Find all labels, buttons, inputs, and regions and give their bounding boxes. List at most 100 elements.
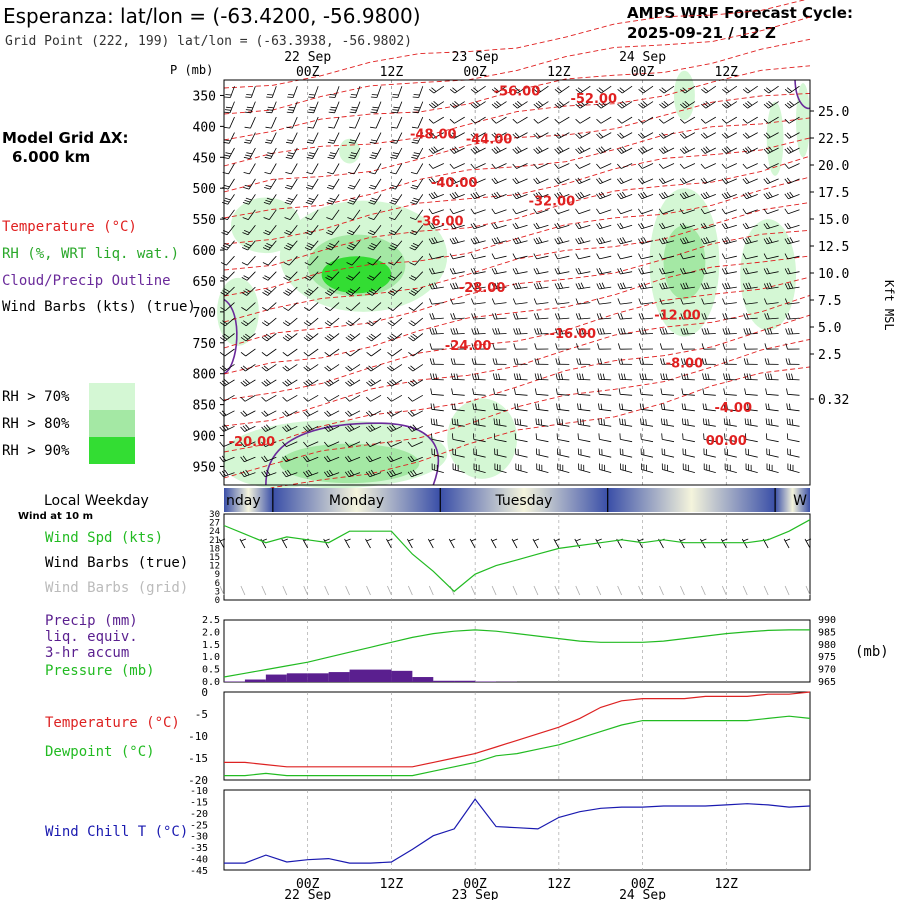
wind-barb (324, 410, 340, 417)
wind-barb (535, 403, 549, 412)
wind-barb (701, 328, 716, 335)
wind-barb (659, 282, 675, 290)
wind-barb (429, 282, 444, 290)
wind-barb (365, 410, 382, 417)
wind-barb (324, 333, 340, 342)
wind-barb (554, 101, 570, 109)
pressure-tick-label: 350 (193, 89, 216, 104)
wind-barb (323, 441, 340, 447)
temperature-contour-label: -12.00 (654, 308, 701, 323)
surface-wind-barb (700, 538, 707, 549)
wind-barb (700, 237, 716, 245)
wind-barb (701, 298, 716, 305)
wind-speed-legend: Wind Spd (kts) (45, 530, 163, 546)
wind-barb (554, 116, 570, 124)
wind-barb (680, 328, 695, 335)
cloud-outline (265, 422, 440, 486)
wind-barb (346, 255, 361, 266)
precip-tick: 2.5 (202, 615, 220, 626)
pressure-tick-label: 900 (193, 430, 216, 445)
wind-barb (407, 394, 423, 402)
wind-barb (470, 222, 486, 230)
wind-barb (617, 146, 633, 154)
wind-barb (680, 267, 695, 275)
wind-speed-tick: 24 (209, 527, 220, 537)
wind-barb (784, 85, 800, 94)
wind-barb (240, 455, 256, 463)
wind-barb (638, 85, 654, 94)
wind-barb (784, 237, 800, 245)
wind-barb (640, 448, 654, 458)
wind-barb (745, 448, 758, 458)
wind-barb (617, 313, 633, 320)
wind-barb (533, 222, 549, 230)
wind-barb (428, 132, 444, 139)
wind-barb (303, 364, 319, 372)
wind-barb (449, 146, 465, 154)
wind-barb (283, 240, 298, 251)
wind-barb (408, 333, 424, 342)
rh-shade-0 (230, 197, 301, 254)
wind-barb (366, 333, 382, 342)
wind-barb (681, 388, 695, 396)
wind-barb (265, 132, 277, 144)
wind-barb (700, 191, 716, 200)
temperature-contour (223, 92, 811, 193)
wind-barb (282, 441, 298, 447)
weekday-band-segment (272, 488, 441, 512)
wind-barb (599, 463, 612, 473)
legend-wind-barbs: Wind Barbs (kts) (true) (2, 299, 196, 315)
wind-barb (345, 286, 361, 296)
wind-barb (533, 208, 549, 215)
grid-wind-barb (282, 585, 288, 596)
wind-barb (743, 358, 758, 365)
wind-speed-tick: 18 (209, 544, 220, 554)
temperature-contour-label: -52.00 (570, 92, 617, 107)
wind-barb (784, 163, 800, 169)
grid-wind-barb (366, 585, 371, 596)
wind-barb (659, 101, 675, 109)
wind-barb (555, 328, 570, 335)
wind-barb (242, 240, 256, 251)
wind-barb (365, 441, 382, 447)
wind-barb (701, 343, 716, 350)
wind-barb (597, 343, 612, 350)
wind-barb (368, 209, 382, 220)
wind-barb (491, 146, 507, 154)
wind-barbs-grid-legend: Wind Barbs (grid) (45, 580, 188, 596)
wind-barb (303, 394, 319, 402)
wind-barb (742, 177, 758, 184)
wind-barb (598, 403, 612, 412)
wind-barb (618, 358, 633, 365)
wind-barb (702, 418, 716, 427)
wind-barb (470, 237, 486, 245)
wind-barb (638, 237, 654, 245)
wind-barb (576, 388, 591, 396)
top-time-tick-label: 00Z (631, 65, 655, 80)
wind-barb (763, 267, 779, 275)
wind-barb (282, 455, 298, 463)
wind-barb (536, 448, 549, 458)
wind-barb (470, 191, 486, 200)
temperature-tick: 0 (201, 686, 208, 699)
wind-barb (347, 194, 361, 205)
wind-barb (243, 163, 256, 175)
wind-barb (784, 208, 800, 215)
grid-wind-barb (784, 585, 790, 596)
wind-barb (533, 253, 549, 260)
wind-barb (659, 132, 675, 139)
legend-cloud-outline: Cloud/Precip Outline (2, 273, 171, 289)
wind-barb (491, 208, 507, 215)
wind-barb (617, 267, 633, 275)
wind-barb (493, 418, 507, 427)
wind-barb (700, 132, 716, 139)
wind-barb (449, 177, 465, 184)
wind-barb (449, 116, 465, 124)
wind-barb (638, 116, 654, 124)
surface-wind-barb (532, 538, 540, 549)
wind-barb (492, 373, 507, 381)
wind-barb (324, 394, 340, 402)
wind-barb (428, 101, 445, 109)
wind-barb (721, 177, 737, 184)
wind-barb (428, 191, 444, 200)
